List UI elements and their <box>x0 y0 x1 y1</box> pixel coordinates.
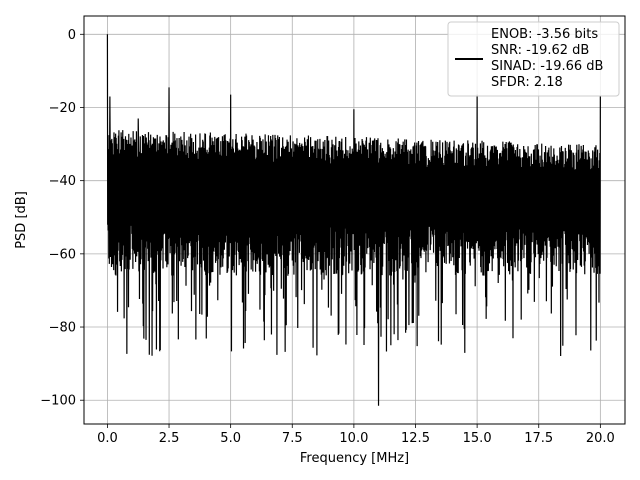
legend-entry-snr: SNR: -19.62 dB <box>491 43 589 58</box>
y-tick-label: 0 <box>68 28 76 43</box>
y-tick-label: −40 <box>49 174 76 189</box>
y-tick-label: −60 <box>49 247 76 262</box>
legend-entry-sfdr: SFDR: 2.18 <box>491 75 563 90</box>
y-tick-label: −100 <box>40 394 76 409</box>
y-axis-label: PSD [dB] <box>14 191 29 249</box>
x-tick-label: 7.5 <box>282 431 303 446</box>
y-tick-label: −20 <box>49 101 76 116</box>
legend-entry-enob: ENOB: -3.56 bits <box>491 27 598 42</box>
x-tick-label: 2.5 <box>159 431 180 446</box>
x-tick-label: 12.5 <box>401 431 430 446</box>
x-tick-label: 17.5 <box>524 431 553 446</box>
x-axis-label: Frequency [MHz] <box>300 451 409 466</box>
x-tick-label: 5.0 <box>220 431 241 446</box>
x-tick-label: 15.0 <box>463 431 492 446</box>
x-tick-label: 0.0 <box>97 431 118 446</box>
x-tick-label: 10.0 <box>339 431 368 446</box>
psd-series <box>106 34 601 406</box>
psd-trace <box>106 34 601 406</box>
plot-frame <box>83 15 626 425</box>
x-tick-label: 20.0 <box>586 431 615 446</box>
legend-box <box>447 21 620 97</box>
legend: ENOB: -3.56 bits SNR: -19.62 dB SINAD: -… <box>447 21 620 97</box>
y-tick-label: −80 <box>49 321 76 336</box>
legend-entry-sinad: SINAD: -19.66 dB <box>491 59 603 74</box>
axis-ticks: 0.0 2.5 5.0 7.5 10.0 12.5 15.0 17.5 20.0 0 −20 −40 −… <box>40 28 615 446</box>
